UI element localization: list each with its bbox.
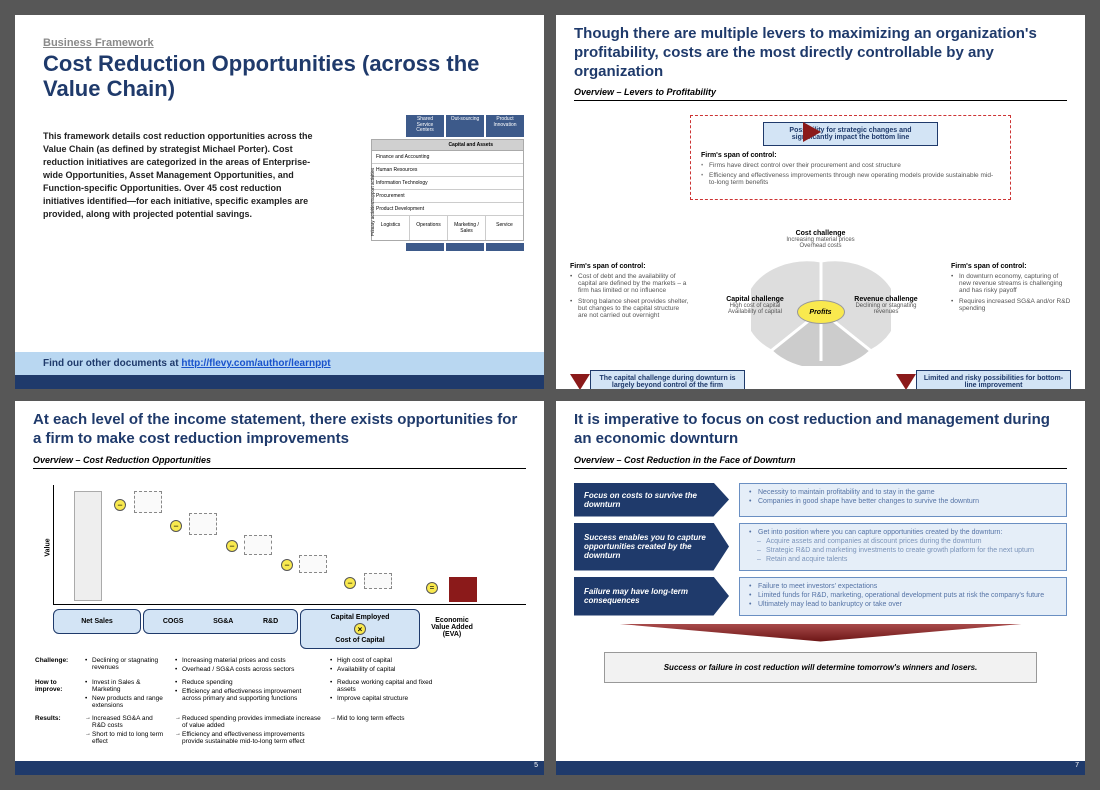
slide-3-opportunities: At each level of the income statement, t… [15, 401, 544, 775]
dashed-callout: Possibility for strategic changes and si… [690, 115, 1011, 200]
framework-subtitle: Business Framework [43, 37, 524, 49]
capital-note-box: The capital challenge during downturn is… [590, 370, 745, 389]
chevron-label: Success enables you to capture opportuni… [574, 523, 729, 571]
page-number: 7 [1075, 762, 1079, 769]
detail-box: Failure to meet investors' expectationsL… [739, 577, 1067, 616]
slide-title: At each level of the income statement, t… [33, 411, 526, 449]
chevron-label: Focus on costs to survive the downturn [574, 483, 729, 517]
slide-overview: Overview – Levers to Profitability [574, 87, 1067, 101]
value-chain-diagram: Shared Service Centers Out-sourcing Prod… [359, 115, 524, 245]
profits-label: Profits [797, 300, 845, 324]
slide-title: It is imperative to focus on cost reduct… [574, 411, 1067, 449]
conclusion-box: Success or failure in cost reduction wil… [604, 652, 1037, 683]
slide-overview: Overview – Cost Reduction in the Face of… [574, 455, 1067, 469]
framework-title: Cost Reduction Opportunities (across the… [43, 51, 524, 102]
detail-box: Get into position where you can capture … [739, 523, 1067, 571]
arrow-down-icon [570, 374, 590, 389]
downturn-row: Focus on costs to survive the downturn Ne… [574, 483, 1067, 517]
cat-netsales: Net Sales [53, 609, 141, 634]
possibility-box: Possibility for strategic changes and si… [763, 122, 938, 146]
cat-eva: Economic Value Added (EVA) [422, 609, 482, 646]
revenue-note-box: Limited and risky possibilities for bott… [916, 370, 1071, 389]
arrow-right-icon [803, 122, 821, 142]
slide-2-levers: Though there are multiple levers to maxi… [556, 15, 1085, 389]
slide-title: Though there are multiple levers to maxi… [574, 25, 1067, 81]
page-number: 5 [534, 762, 538, 769]
multiply-icon: × [354, 623, 366, 635]
detail-box: Necessity to maintain profitability and … [739, 483, 1067, 517]
waterfall-chart: Value − − − − − = [53, 485, 526, 605]
link-bar: Find our other documents at http://flevy… [15, 352, 544, 375]
downturn-row: Failure may have long-term consequences F… [574, 577, 1067, 616]
profit-diagram: Cost challenge Increasing material price… [570, 208, 1071, 328]
arrow-down-icon [896, 374, 916, 389]
chevron-label: Failure may have long-term consequences [574, 577, 729, 616]
framework-description: This framework details cost reduction op… [43, 130, 323, 221]
downturn-row: Success enables you to capture opportuni… [574, 523, 1067, 571]
flevy-link[interactable]: http://flevy.com/author/learnppt [181, 358, 330, 369]
slide-overview: Overview – Cost Reduction Opportunities [33, 455, 526, 469]
slide-4-downturn: It is imperative to focus on cost reduct… [556, 401, 1085, 775]
slide-1-title: Business Framework Cost Reduction Opport… [15, 15, 544, 389]
opportunities-table: Challenge: Declining or stagnating reven… [33, 655, 526, 749]
big-arrow-down-icon [614, 624, 1027, 642]
